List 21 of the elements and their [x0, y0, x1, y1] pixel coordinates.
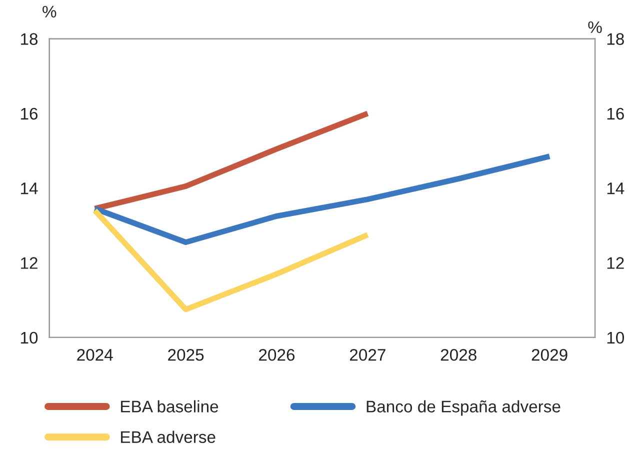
y-tick-label: 10	[20, 332, 38, 344]
y-tick-label: 14	[20, 182, 38, 194]
x-tick-label: 2027	[350, 348, 386, 361]
y2-tick-label: 10	[607, 332, 624, 344]
legend-label: Banco de España adverse	[366, 400, 560, 416]
y-axis-title: %	[42, 6, 56, 18]
x-tick-label: 2029	[532, 348, 568, 361]
legend-label: EBA baseline	[121, 400, 218, 412]
x-tick-label: 2024	[77, 348, 113, 361]
y-tick-label: 16	[20, 108, 38, 120]
y2-tick-label: 12	[607, 257, 624, 269]
y2-tick-label: 18	[607, 33, 624, 45]
y2-tick-label: 14	[607, 182, 624, 194]
y-tick-label: 12	[20, 257, 38, 269]
y-tick-label: 18	[20, 33, 38, 45]
y2-tick-label: 16	[607, 108, 624, 120]
legend-label: EBA adverse	[121, 430, 216, 444]
x-tick-label: 2025	[168, 348, 204, 361]
x-tick-label: 2026	[259, 348, 295, 361]
x-tick-label: 2028	[440, 348, 476, 361]
y2-axis-title: %	[588, 21, 602, 34]
